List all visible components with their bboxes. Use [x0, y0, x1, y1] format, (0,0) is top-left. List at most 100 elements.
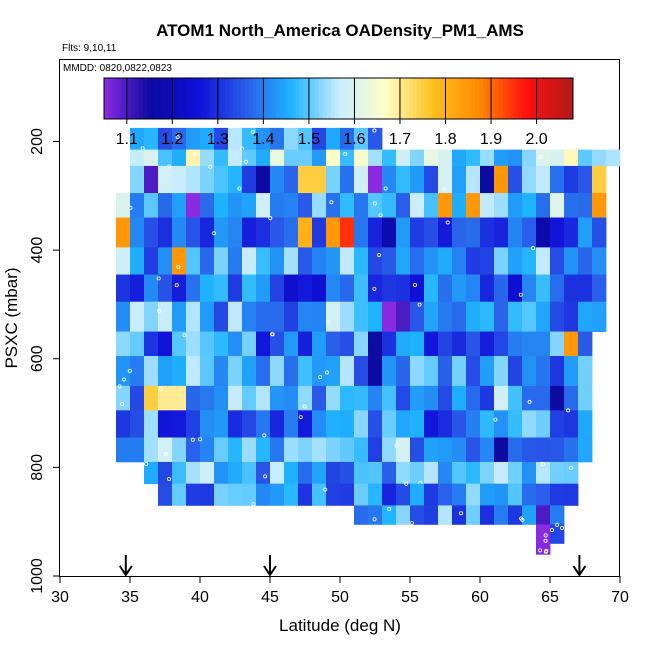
colorbar-segment: [330, 78, 336, 119]
heatmap-cell: [578, 165, 593, 194]
heatmap-cell: [326, 149, 341, 167]
heatmap-cell: [452, 356, 467, 387]
colorbar-tick-label: 1.6: [343, 131, 365, 148]
heatmap-cell: [564, 247, 579, 275]
heatmap-cell: [508, 217, 523, 248]
heatmap-cell: [368, 461, 383, 485]
heatmap-cell: [214, 149, 229, 167]
heatmap-cell: [494, 193, 509, 218]
heatmap-cell: [326, 217, 341, 248]
heatmap-cell: [410, 410, 425, 438]
sample-marker: [318, 374, 323, 379]
heatmap-cell: [508, 247, 523, 275]
heatmap-cell: [578, 331, 593, 357]
heatmap-cell: [340, 274, 355, 303]
heatmap-cell: [354, 410, 369, 438]
heatmap-cell: [368, 385, 383, 411]
heatmap-cell: [326, 385, 341, 411]
heatmap-cell: [396, 217, 411, 248]
heatmap-cell: [522, 217, 537, 248]
arrow-head: [118, 565, 133, 577]
colorbar-segment: [143, 78, 148, 119]
colorbar-segment: [287, 78, 293, 119]
heatmap-cell: [410, 461, 425, 485]
colorbar-segment: [361, 78, 367, 119]
heatmap-cell: [410, 483, 425, 506]
sample-marker: [302, 404, 307, 409]
heatmap-cell: [200, 356, 215, 387]
heatmap-cell: [158, 193, 173, 218]
colorbar-tick-label: 1.8: [434, 131, 456, 148]
heatmap-cell: [186, 247, 201, 275]
heatmap-cell: [522, 301, 537, 332]
heatmap-cell: [494, 385, 509, 411]
heatmap-cell: [452, 331, 467, 357]
heatmap-cell: [186, 356, 201, 387]
heatmap-cell: [172, 301, 187, 332]
heatmap-cell: [480, 331, 495, 357]
heatmap-cell: [214, 483, 229, 506]
colorbar-segment: [221, 78, 226, 119]
heatmap-cell: [438, 247, 453, 275]
colorbar-segment: [299, 78, 304, 119]
heatmap-cell: [536, 437, 551, 463]
heatmap-cell: [354, 165, 369, 194]
heatmap-cell: [228, 301, 243, 332]
heatmap-cell: [578, 247, 593, 275]
heatmap-cell: [214, 410, 229, 438]
heatmap-cell: [578, 410, 593, 438]
colorbar-segment: [401, 78, 406, 119]
heatmap-cell: [270, 217, 285, 248]
sample-marker: [251, 502, 256, 507]
sample-marker: [127, 368, 132, 373]
colorbar-segment: [487, 78, 492, 119]
heatmap-cell: [592, 247, 607, 275]
heatmap-cell: [368, 127, 383, 151]
y-tick-label: 600: [29, 345, 46, 372]
colorbar-segment: [264, 78, 269, 119]
heatmap-cell: [550, 524, 565, 544]
heatmap-cell: [508, 437, 523, 463]
heatmap-cell: [592, 165, 607, 194]
heatmap-cell: [466, 301, 481, 332]
colorbar-segment: [209, 78, 214, 119]
heatmap-cell: [158, 410, 173, 438]
heatmap-cell: [494, 505, 509, 525]
heatmap-cell: [550, 505, 565, 525]
heatmap-cell: [438, 301, 453, 332]
colorbar-segment: [424, 78, 429, 119]
colorbar-segment: [447, 78, 453, 119]
sample-marker: [568, 465, 573, 470]
heatmap-cell: [550, 274, 565, 303]
heatmap-cell: [214, 247, 229, 275]
heatmap-cell: [396, 385, 411, 411]
heatmap-cell: [270, 165, 285, 194]
sample-marker: [176, 265, 181, 270]
heatmap-cell: [228, 149, 243, 167]
colorbar-tick-label: 1.2: [161, 131, 183, 148]
colorbar-segment: [451, 78, 457, 119]
colorbar-segment: [193, 78, 199, 119]
heatmap-cell: [536, 461, 551, 485]
heatmap-cell: [424, 461, 439, 485]
heatmap-cell: [172, 410, 187, 438]
sample-marker: [212, 231, 217, 236]
heatmap-cell: [410, 165, 425, 194]
x-tick-label: 30: [51, 589, 69, 606]
sample-marker: [128, 205, 133, 210]
heatmap-cell: [158, 461, 173, 485]
heatmap-cell: [130, 149, 145, 167]
colorbar-segment: [197, 78, 203, 119]
heatmap-cell: [298, 410, 313, 438]
heatmap-cell: [438, 274, 453, 303]
colorbar-segment: [248, 78, 254, 119]
arrow-head: [572, 565, 587, 577]
heatmap-cell: [172, 437, 187, 463]
colorbar-segment: [498, 78, 504, 119]
colorbar-segment: [272, 78, 277, 119]
heatmap-cell: [536, 505, 551, 525]
sample-marker: [404, 481, 409, 486]
heatmap-cell: [186, 385, 201, 411]
heatmap-cell: [466, 331, 481, 357]
heatmap-cell: [242, 410, 257, 438]
